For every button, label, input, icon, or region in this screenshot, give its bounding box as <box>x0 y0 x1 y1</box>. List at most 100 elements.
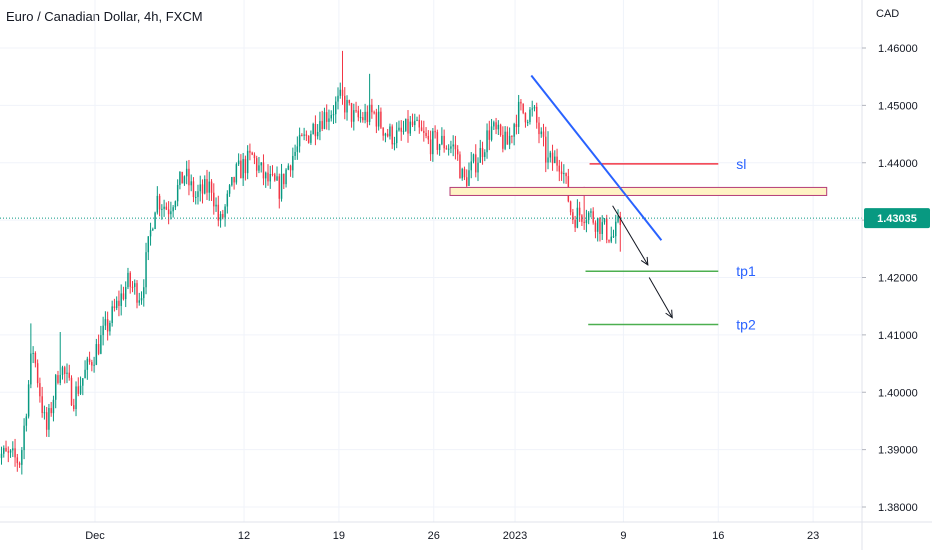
take-profit-1-label: tp1 <box>736 263 756 279</box>
y-tick-label: 1.39000 <box>878 445 918 457</box>
candle <box>124 281 127 308</box>
y-tick-label: 1.42000 <box>878 273 918 285</box>
candle <box>364 103 366 124</box>
candle <box>576 199 579 229</box>
candle <box>526 119 529 127</box>
candle <box>86 356 89 380</box>
candle-body <box>411 121 414 126</box>
candle <box>280 163 283 202</box>
candle-body <box>416 119 418 121</box>
candle <box>452 135 454 157</box>
candle-body <box>565 173 567 177</box>
candle-body <box>280 173 283 199</box>
candle-body <box>57 375 59 383</box>
candle-body <box>271 174 274 176</box>
candle-body <box>601 222 603 234</box>
candle <box>461 167 463 181</box>
candle <box>176 179 179 207</box>
candle-body <box>131 286 134 288</box>
candle-body <box>120 293 122 306</box>
candle-body <box>34 352 37 364</box>
candle <box>163 199 165 217</box>
x-axis[interactable]: Dec 12 19 26 2023 9 16 23 <box>0 521 932 542</box>
candle-body <box>14 448 16 458</box>
candle <box>149 222 152 246</box>
candle-body <box>41 396 43 414</box>
candle <box>143 279 145 307</box>
candle <box>456 145 459 161</box>
candle <box>242 152 244 186</box>
candle <box>213 183 215 215</box>
candle-body <box>68 372 70 378</box>
candle-body <box>305 134 308 136</box>
candle <box>84 360 86 379</box>
candle <box>395 122 398 149</box>
candle <box>253 152 256 165</box>
candle-body <box>475 154 477 173</box>
candle <box>45 406 48 437</box>
trendline[interactable] <box>530 74 663 241</box>
candle <box>199 175 201 202</box>
candle-body <box>179 171 181 186</box>
y-axis[interactable]: 1.460001.450001.440001.430001.420001.410… <box>861 0 930 550</box>
candle <box>136 280 138 309</box>
candle-body <box>140 298 143 301</box>
candle <box>325 104 328 130</box>
candle-body <box>222 213 224 218</box>
y-tick-label: 1.40000 <box>878 387 918 399</box>
candle <box>260 161 262 173</box>
candle-body <box>454 144 457 150</box>
support-zone[interactable] <box>449 186 828 196</box>
candle <box>75 381 77 417</box>
candle <box>145 242 147 295</box>
candle <box>554 150 556 164</box>
candle <box>423 120 425 142</box>
candle <box>572 208 574 225</box>
candle <box>129 271 131 294</box>
candle <box>262 154 265 186</box>
candle-body <box>233 176 235 183</box>
candle-body <box>122 293 125 300</box>
candle-body <box>251 152 253 155</box>
candle <box>348 99 351 106</box>
arrow-2[interactable] <box>648 277 673 319</box>
candle <box>235 162 238 185</box>
candle <box>167 201 170 225</box>
candle <box>355 101 357 113</box>
candle-body <box>226 193 229 207</box>
candle-body <box>432 131 434 155</box>
candle-body <box>583 221 585 224</box>
candle-body <box>325 112 328 122</box>
candle-body <box>443 135 445 149</box>
candle-body <box>316 131 319 137</box>
candle <box>481 141 484 165</box>
candle-body <box>551 152 554 164</box>
candle <box>314 115 317 146</box>
candle-body <box>357 110 360 118</box>
candle <box>393 136 396 151</box>
candle-body <box>111 306 113 323</box>
arrow-1[interactable] <box>612 205 649 266</box>
candle-body <box>592 211 594 223</box>
candle-body <box>405 118 407 131</box>
candle <box>66 363 68 384</box>
candle <box>344 87 346 120</box>
candle <box>305 130 308 141</box>
candle-body <box>590 211 592 213</box>
candle-body <box>463 168 466 178</box>
candle-body <box>167 209 170 215</box>
candle <box>547 131 549 170</box>
y-tick-label: 1.45000 <box>878 100 918 112</box>
candle-body <box>465 177 468 186</box>
candle <box>445 145 448 150</box>
candle <box>170 201 172 220</box>
candle <box>468 162 470 187</box>
candle <box>384 132 387 143</box>
candle-body <box>174 201 177 208</box>
candle <box>25 413 28 432</box>
candle <box>438 143 441 156</box>
candle-body <box>267 172 269 182</box>
chart-drawings[interactable]: sl tp1 tp2 <box>0 74 862 333</box>
candle-body <box>161 208 163 210</box>
